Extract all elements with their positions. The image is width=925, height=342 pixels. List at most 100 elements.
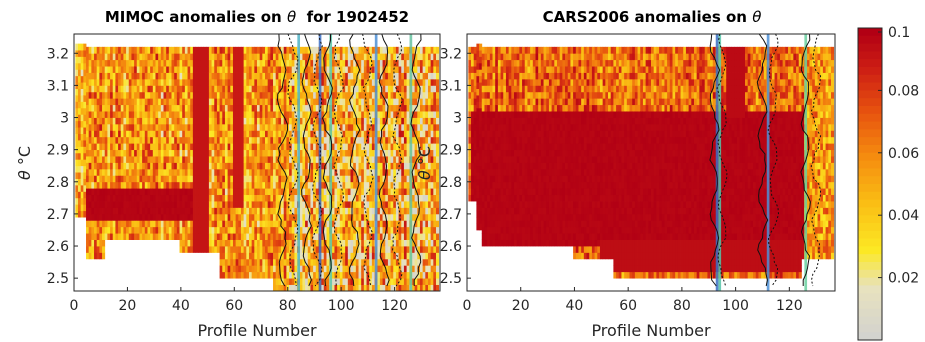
heatmap-cell (395, 98, 399, 106)
heatmap-cell (179, 104, 183, 112)
heatmap-cell (334, 53, 338, 61)
heatmap-cell (313, 201, 317, 208)
heatmap-cell (382, 201, 386, 208)
heatmap-cell (134, 194, 138, 202)
heatmap-cell (208, 226, 212, 234)
heatmap-cell (484, 143, 488, 151)
heatmap-cell (334, 136, 338, 144)
heatmap-cell (401, 246, 405, 253)
heatmap-cell (224, 201, 229, 208)
heatmap-cell (174, 156, 178, 163)
heatmap-cell (393, 162, 397, 170)
heatmap-cell (345, 284, 349, 291)
heatmap-cell (147, 46, 151, 54)
heatmap-cell (179, 143, 183, 151)
heatmap-cell (187, 59, 191, 67)
heatmap-cell (166, 117, 170, 125)
heatmap-cell (473, 104, 477, 112)
heatmap-cell (385, 213, 389, 221)
heatmap-cell (96, 98, 100, 106)
heatmap-cell (126, 156, 130, 163)
heatmap-cell (86, 117, 90, 125)
heatmap-cell (134, 207, 138, 215)
heatmap-cell (382, 85, 386, 93)
heatmap-cell (136, 111, 140, 118)
heatmap-cell (102, 252, 106, 260)
heatmap-cell (120, 188, 124, 196)
heatmap-cell (131, 91, 135, 99)
heatmap-cell (150, 168, 154, 176)
heatmap-cell (419, 220, 424, 228)
heatmap-cell (355, 175, 359, 183)
heatmap-cell (433, 72, 437, 80)
heatmap-cell (126, 104, 130, 112)
heatmap-cell (379, 278, 383, 285)
heatmap-cell (192, 123, 196, 131)
heatmap-cell (398, 181, 402, 189)
heatmap-cell (99, 233, 103, 240)
x-tick-label: 80 (279, 298, 297, 314)
heatmap-cell (107, 130, 111, 138)
heatmap-cell (377, 104, 381, 112)
heatmap-cell (366, 271, 370, 279)
heatmap-cell (128, 136, 132, 144)
heatmap-cell (366, 246, 370, 253)
heatmap-cell (195, 156, 199, 163)
heatmap-cell (99, 143, 103, 151)
heatmap-cell (227, 91, 231, 99)
heatmap-cell (387, 156, 391, 163)
heatmap-cell (358, 265, 362, 273)
heatmap-cell (240, 265, 245, 273)
heatmap-cell (206, 226, 210, 234)
heatmap-cell (278, 175, 282, 183)
heatmap-cell (307, 85, 311, 93)
heatmap-cell (155, 201, 159, 208)
heatmap-cell (307, 72, 311, 80)
heatmap-cell (118, 226, 122, 234)
heatmap-cell (219, 201, 223, 208)
heatmap-cell (131, 98, 135, 106)
heatmap-cell (425, 149, 429, 157)
heatmap-cell (361, 168, 365, 176)
heatmap-cell (361, 239, 365, 247)
heatmap-cell (422, 284, 426, 291)
heatmap-cell (406, 246, 410, 253)
heatmap-cell (433, 258, 437, 266)
heatmap-cell (286, 59, 290, 67)
heatmap-cell (131, 220, 135, 228)
heatmap-cell (251, 104, 255, 112)
heatmap-cell (115, 59, 119, 67)
heatmap-cell (299, 226, 303, 234)
heatmap-cell (484, 175, 488, 183)
heatmap-cell (230, 53, 234, 61)
heatmap-cell (80, 159, 84, 167)
heatmap-cell (166, 143, 170, 151)
heatmap-cell (211, 246, 215, 253)
heatmap-cell (331, 252, 335, 260)
heatmap-cell (211, 98, 215, 106)
heatmap-cell (182, 162, 186, 170)
heatmap-cell (238, 220, 242, 228)
heatmap-cell (120, 104, 124, 112)
heatmap-cell (248, 78, 253, 86)
heatmap-cell (321, 168, 325, 176)
heatmap-cell (171, 72, 175, 80)
heatmap-cell (345, 117, 349, 125)
heatmap-cell (361, 213, 365, 221)
heatmap-cell (88, 123, 92, 131)
heatmap-cell (102, 143, 106, 151)
heatmap-cell (487, 239, 491, 247)
heatmap-cell (326, 53, 330, 61)
heatmap-cell (358, 78, 362, 86)
heatmap-cell (291, 213, 295, 221)
heatmap-cell (176, 220, 180, 228)
heatmap-cell (216, 168, 220, 176)
heatmap-cell (270, 175, 274, 183)
heatmap-cell (83, 178, 87, 186)
heatmap-cell (265, 239, 269, 247)
heatmap-cell (363, 168, 367, 176)
heatmap-cell (91, 194, 95, 202)
contour-line (333, 34, 345, 287)
heatmap-cell (366, 201, 370, 208)
heatmap-cell (222, 246, 226, 253)
